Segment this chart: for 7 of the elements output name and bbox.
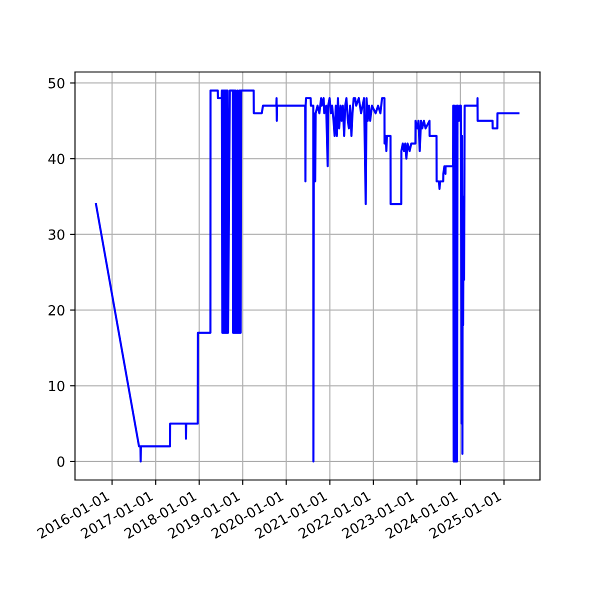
- y-tick-label: 30: [48, 229, 64, 240]
- y-tick-label: 20: [48, 305, 64, 316]
- y-tick-label: 50: [48, 78, 64, 88]
- y-tick-label: 40: [48, 154, 64, 164]
- y-tick-label: 10: [49, 380, 64, 392]
- y-tick-label: 0: [57, 456, 64, 467]
- line-series: [94, 90, 520, 462]
